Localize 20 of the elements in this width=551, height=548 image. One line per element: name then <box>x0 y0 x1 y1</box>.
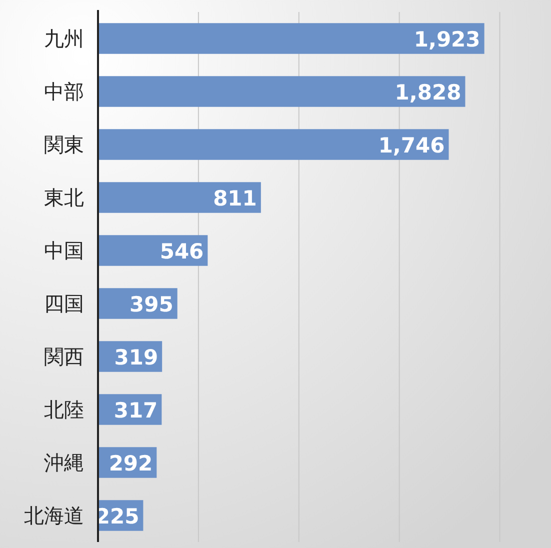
data-label: 811 <box>213 186 257 210</box>
data-label: 1,746 <box>378 134 445 158</box>
data-label: 1,923 <box>414 28 480 52</box>
y-tick-label: 関東 <box>44 132 84 156</box>
data-label: 395 <box>130 292 174 316</box>
data-label: 1,828 <box>394 80 462 104</box>
y-tick-label: 九州 <box>44 26 84 50</box>
data-label: 319 <box>114 346 158 370</box>
y-tick-label: 中部 <box>44 80 84 104</box>
y-tick-label: 沖縄 <box>44 450 84 474</box>
y-tick-label: 四国 <box>44 292 84 316</box>
data-label: 546 <box>160 240 204 264</box>
y-tick-label: 北海道 <box>24 504 84 528</box>
y-tick-label: 東北 <box>44 186 84 210</box>
y-tick-label: 中国 <box>44 238 84 262</box>
data-label: 292 <box>108 452 153 476</box>
y-tick-label: 関西 <box>44 344 84 368</box>
y-tick-label: 北陸 <box>44 398 84 422</box>
data-label: 225 <box>95 504 140 528</box>
data-label: 317 <box>114 398 158 422</box>
